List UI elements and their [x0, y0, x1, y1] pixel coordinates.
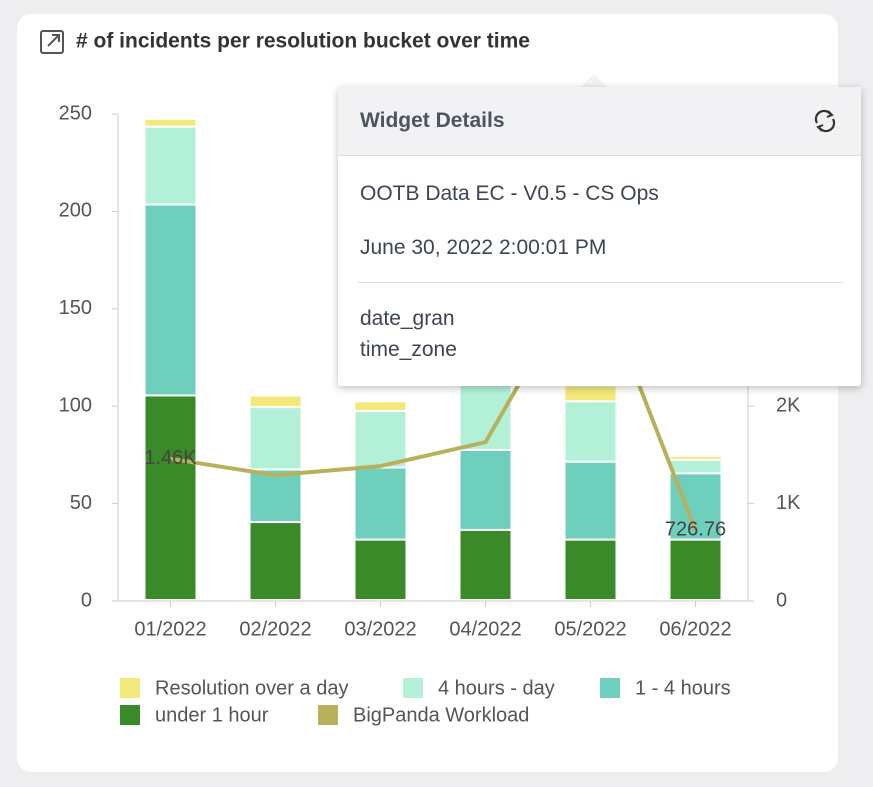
popup-divider — [358, 282, 843, 283]
legend-swatch — [120, 705, 140, 725]
bar-segment — [355, 540, 406, 599]
y2-tick-label: 0 — [776, 589, 787, 611]
bar-segment — [250, 396, 301, 407]
legend-swatch — [403, 678, 423, 698]
x-tick-label: 06/2022 — [659, 618, 731, 640]
x-tick-label: 01/2022 — [134, 618, 206, 640]
bar-segment — [145, 119, 196, 126]
y2-tick-label: 2K — [776, 394, 801, 416]
y-tick-label: 200 — [59, 200, 92, 222]
bar-segment — [145, 127, 196, 204]
y-tick-label: 250 — [59, 102, 92, 124]
bar-segment — [355, 412, 406, 467]
bar-segment — [250, 523, 301, 599]
bar-segment — [250, 408, 301, 469]
x-tick-label: 04/2022 — [449, 618, 521, 640]
popup-param: date_gran — [360, 307, 455, 330]
bar-segment — [565, 462, 616, 539]
bar-segment — [670, 460, 721, 473]
expand-icon[interactable] — [40, 30, 64, 54]
popup-title: Widget Details — [360, 109, 505, 132]
y-tick-label: 150 — [59, 297, 92, 319]
y2-tick-label: 1K — [776, 492, 801, 514]
popup-source: OOTB Data EC - V0.5 - CS Ops — [360, 182, 659, 205]
bar-segment — [250, 470, 301, 522]
y-tick-label: 0 — [81, 589, 92, 611]
plot: 0 50 100 150 200 250 0 1K 2K 01/2022 02/2022 03/202… — [59, 102, 801, 726]
bar-segment — [145, 396, 196, 599]
popup-param: time_zone — [360, 338, 457, 361]
bar-segment — [355, 402, 406, 411]
refresh-icon[interactable] — [811, 107, 839, 135]
data-label: 726.76 — [665, 518, 726, 540]
popup-timestamp: June 30, 2022 2:00:01 PM — [360, 236, 607, 259]
bar-segment — [460, 451, 511, 529]
bar-segment — [355, 468, 406, 539]
widget-details-popup: Widget Details OOTB Data EC - V0.5 - CS … — [338, 87, 861, 386]
bar-segment — [565, 540, 616, 599]
popup-params: date_gran time_zone — [338, 303, 861, 365]
data-label: 1.46K — [144, 447, 197, 469]
popup-header: Widget Details — [338, 87, 861, 156]
x-tick-label: 03/2022 — [344, 618, 416, 640]
popup-arrow — [580, 74, 608, 88]
bar-segment — [670, 456, 721, 459]
x-tick-label: 02/2022 — [239, 618, 311, 640]
bar-segment — [565, 402, 616, 461]
x-tick-label: 05/2022 — [554, 618, 626, 640]
legend-swatch — [318, 705, 338, 725]
bar-segment — [145, 205, 196, 395]
legend-label: under 1 hour — [155, 704, 269, 726]
bar-segment — [460, 530, 511, 599]
y-tick-label: 50 — [70, 492, 92, 514]
y-tick-label: 100 — [59, 394, 92, 416]
bar-segment — [565, 386, 616, 401]
legend-swatch — [120, 678, 140, 698]
legend-label: 1 - 4 hours — [635, 677, 731, 699]
bar-segment — [670, 540, 721, 599]
legend-label: BigPanda Workload — [353, 704, 529, 726]
legend-label: Resolution over a day — [155, 677, 348, 699]
legend-label: 4 hours - day — [438, 677, 555, 699]
chart-title: # of incidents per resolution bucket ove… — [76, 30, 530, 53]
legend-swatch — [600, 678, 620, 698]
